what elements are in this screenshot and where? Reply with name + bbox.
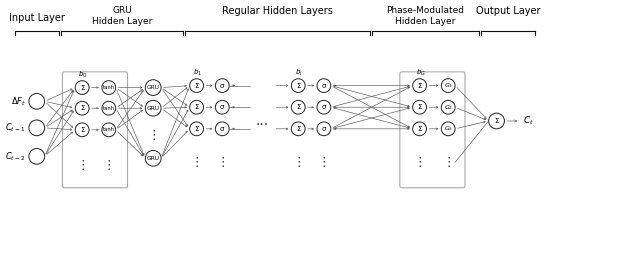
Text: σ: σ xyxy=(220,104,225,110)
Circle shape xyxy=(413,122,426,136)
Text: $b_0$: $b_0$ xyxy=(79,70,88,80)
Text: $b_l$: $b_l$ xyxy=(295,68,303,78)
Circle shape xyxy=(413,79,426,92)
Circle shape xyxy=(29,93,45,109)
Text: ⋮: ⋮ xyxy=(442,156,454,169)
Text: GRU: GRU xyxy=(147,106,160,111)
Circle shape xyxy=(317,122,331,136)
Text: $G_1$: $G_1$ xyxy=(444,81,452,90)
Text: σ: σ xyxy=(322,126,326,132)
Text: ⋮: ⋮ xyxy=(190,156,203,169)
Circle shape xyxy=(413,100,426,114)
Text: GRU: GRU xyxy=(147,156,160,161)
Circle shape xyxy=(215,122,229,136)
Text: σ: σ xyxy=(322,83,326,89)
Text: ⋮: ⋮ xyxy=(216,156,228,169)
Text: Output Layer: Output Layer xyxy=(476,6,540,16)
Text: σ: σ xyxy=(220,83,225,89)
Circle shape xyxy=(102,81,116,94)
Circle shape xyxy=(291,79,305,92)
Text: ...: ... xyxy=(255,114,268,128)
Text: GRU
Hidden Layer: GRU Hidden Layer xyxy=(92,6,152,26)
Circle shape xyxy=(317,79,331,92)
Circle shape xyxy=(29,120,45,136)
Text: $C_t$: $C_t$ xyxy=(523,115,534,127)
Text: Σ: Σ xyxy=(296,126,300,132)
Text: tanh: tanh xyxy=(103,127,115,132)
Text: $b_1$: $b_1$ xyxy=(193,68,202,78)
Text: ⋮: ⋮ xyxy=(76,159,88,172)
Text: $\Delta F_t$: $\Delta F_t$ xyxy=(11,95,26,108)
Circle shape xyxy=(317,100,331,114)
Text: ⋮: ⋮ xyxy=(317,156,330,169)
Text: $C_{t-1}$: $C_{t-1}$ xyxy=(6,122,26,134)
Circle shape xyxy=(291,100,305,114)
Circle shape xyxy=(442,122,455,136)
Circle shape xyxy=(442,79,455,92)
Circle shape xyxy=(102,123,116,137)
Text: $C_{t-2}$: $C_{t-2}$ xyxy=(5,150,26,163)
Text: Σ: Σ xyxy=(195,104,199,110)
Circle shape xyxy=(145,150,161,166)
Text: Σ: Σ xyxy=(417,126,422,132)
Circle shape xyxy=(145,100,161,116)
Text: Σ: Σ xyxy=(195,126,199,132)
Text: GRU: GRU xyxy=(147,85,160,90)
Circle shape xyxy=(442,100,455,114)
Text: Phase-Modulated
Hidden Layer: Phase-Modulated Hidden Layer xyxy=(387,6,465,26)
Circle shape xyxy=(102,101,116,115)
Circle shape xyxy=(189,79,204,92)
Text: Σ: Σ xyxy=(195,83,199,89)
Text: σ: σ xyxy=(220,126,225,132)
Circle shape xyxy=(145,80,161,96)
Text: ⋮: ⋮ xyxy=(147,129,159,142)
Text: tanh: tanh xyxy=(103,106,115,111)
Text: tanh: tanh xyxy=(103,85,115,90)
Text: Σ: Σ xyxy=(296,104,300,110)
Text: $b_G$: $b_G$ xyxy=(415,68,426,78)
Text: ⋮: ⋮ xyxy=(413,156,426,169)
Circle shape xyxy=(215,100,229,114)
Text: Σ: Σ xyxy=(80,85,84,91)
Text: Σ: Σ xyxy=(417,83,422,89)
Circle shape xyxy=(189,100,204,114)
Circle shape xyxy=(29,149,45,164)
Circle shape xyxy=(76,81,89,94)
Text: Σ: Σ xyxy=(80,105,84,111)
Text: σ: σ xyxy=(322,104,326,110)
Circle shape xyxy=(215,79,229,92)
Circle shape xyxy=(489,113,504,129)
Text: ⋮: ⋮ xyxy=(102,159,115,172)
Circle shape xyxy=(189,122,204,136)
Text: ⋮: ⋮ xyxy=(292,156,305,169)
Text: Σ: Σ xyxy=(494,118,499,124)
Text: Σ: Σ xyxy=(417,104,422,110)
Circle shape xyxy=(76,101,89,115)
Text: Input Layer: Input Layer xyxy=(10,13,65,23)
Text: $G_3$: $G_3$ xyxy=(444,124,452,133)
Circle shape xyxy=(76,123,89,137)
Text: Σ: Σ xyxy=(296,83,300,89)
Text: $G_2$: $G_2$ xyxy=(444,103,452,112)
Text: Σ: Σ xyxy=(80,127,84,133)
Circle shape xyxy=(291,122,305,136)
Text: Regular Hidden Layers: Regular Hidden Layers xyxy=(222,6,333,16)
